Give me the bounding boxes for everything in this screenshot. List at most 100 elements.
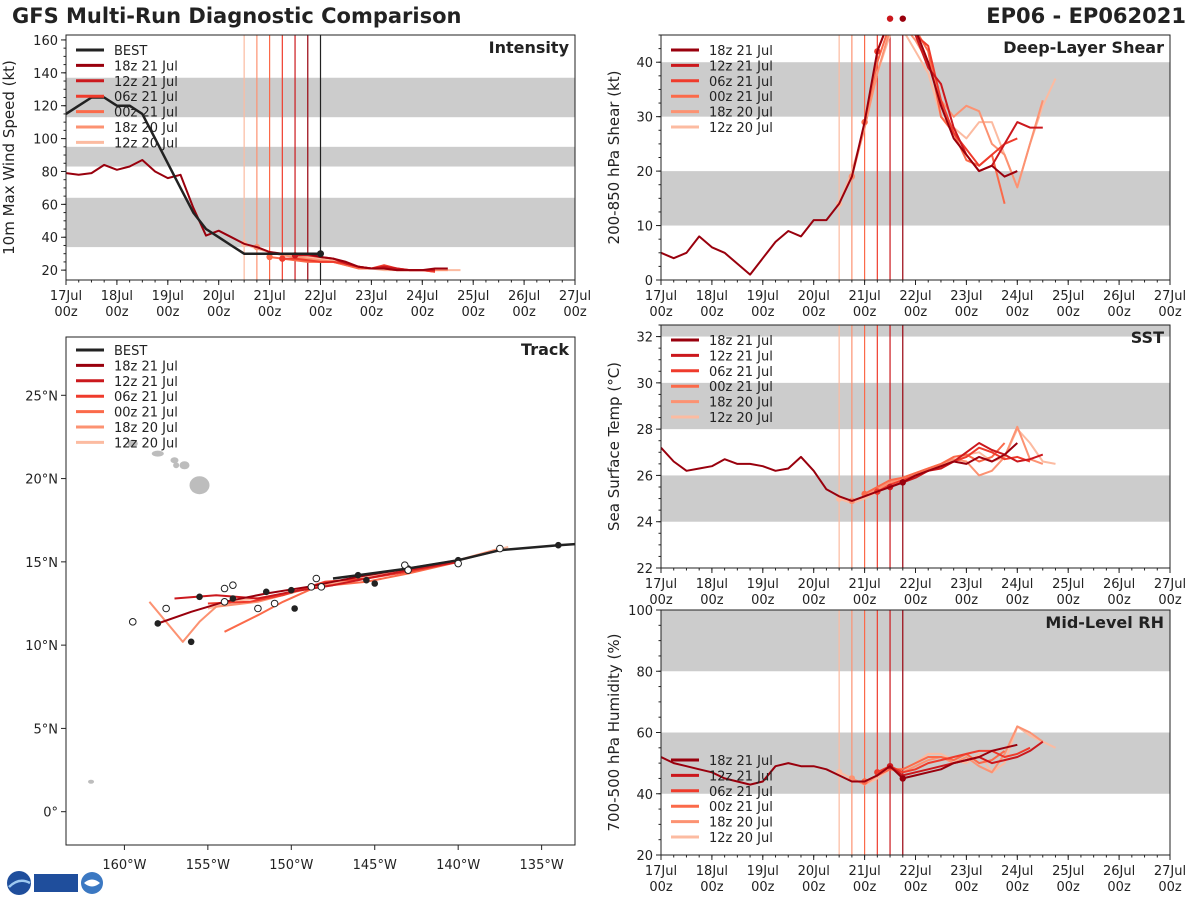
shear-band xyxy=(661,62,1170,117)
track-xtick-label: 160°W xyxy=(102,858,146,873)
track-island xyxy=(179,461,190,470)
sst-xtick-sublabel: 00z xyxy=(1006,593,1030,608)
rh-panel: 2040608010017Jul00z18Jul00z19Jul00z20Jul… xyxy=(605,604,1186,895)
sst-xtick-sublabel: 00z xyxy=(1107,593,1131,608)
track-marker-open xyxy=(128,618,137,626)
track-ytick-label: 5°N xyxy=(34,722,59,737)
track-island xyxy=(189,476,210,495)
shear-ylabel: 200-850 hPa Shear (kt) xyxy=(605,71,623,245)
rh-xtick-label: 27Jul xyxy=(1154,864,1186,879)
rh-xtick-label: 21Jul xyxy=(848,864,880,879)
sst-panel: 22242628303217Jul00z18Jul00z19Jul00z20Ju… xyxy=(605,324,1186,608)
sst-band xyxy=(661,382,1170,430)
shear-xtick-sublabel: 00z xyxy=(1158,305,1182,320)
intensity-legend-label: BEST xyxy=(114,44,147,59)
intensity-xtick-label: 18Jul xyxy=(101,289,133,304)
rh-xtick-label: 19Jul xyxy=(747,864,779,879)
sst-series-line xyxy=(864,442,1006,495)
track-ytick-label: 0° xyxy=(43,806,58,821)
intensity-ytick-label: 140 xyxy=(33,67,58,82)
sst-xtick-label: 24Jul xyxy=(1001,577,1033,592)
sst-xtick-label: 20Jul xyxy=(798,577,830,592)
shear-xtick-label: 25Jul xyxy=(1052,289,1084,304)
intensity-ytick-label: 80 xyxy=(41,165,58,180)
track-ytick-label: 25°N xyxy=(25,389,58,404)
track-marker-filled xyxy=(229,595,237,602)
rh-xtick-sublabel: 00z xyxy=(1006,880,1030,895)
rh-xtick-sublabel: 00z xyxy=(904,880,928,895)
intensity-legend-label: 12z 20 Jul xyxy=(114,136,178,151)
track-xtick-label: 150°W xyxy=(269,858,313,873)
intensity-xtick-sublabel: 00z xyxy=(563,305,587,320)
rh-xtick-sublabel: 00z xyxy=(751,880,775,895)
rh-xtick-sublabel: 00z xyxy=(649,880,673,895)
shear-series-line xyxy=(661,35,1018,276)
track-legend-label: 06z 21 Jul xyxy=(114,390,178,405)
sst-legend-label: 18z 21 Jul xyxy=(709,334,773,349)
track-marker-filled xyxy=(187,638,195,646)
rh-xtick-label: 20Jul xyxy=(798,864,830,879)
shear-ytick-label: 0 xyxy=(645,274,653,289)
track-legend-label: 12z 20 Jul xyxy=(114,436,178,451)
track-ytick-label: 10°N xyxy=(25,639,58,654)
shear-xtick-label: 18Jul xyxy=(696,289,728,304)
sst-series-line xyxy=(851,425,1044,502)
track-marker-open xyxy=(270,599,279,608)
track-marker-open xyxy=(317,583,326,591)
shear-xtick-label: 24Jul xyxy=(1001,289,1033,304)
intensity-xtick-sublabel: 00z xyxy=(512,305,536,320)
intensity-xtick-sublabel: 00z xyxy=(258,305,282,320)
intensity-legend-label: 18z 20 Jul xyxy=(114,121,178,136)
rh-xtick-sublabel: 00z xyxy=(1158,880,1182,895)
rh-xtick-label: 17Jul xyxy=(645,864,677,879)
intensity-ytick-label: 60 xyxy=(41,198,58,213)
track-ytick-label: 20°N xyxy=(25,473,58,488)
sst-xtick-sublabel: 00z xyxy=(955,593,979,608)
shear-xtick-label: 17Jul xyxy=(645,289,677,304)
track-panel-title: Track xyxy=(521,340,569,359)
track-island xyxy=(173,462,180,469)
rh-xtick-label: 18Jul xyxy=(696,864,728,879)
shear-xtick-sublabel: 00z xyxy=(1006,305,1030,320)
track-marker-filled xyxy=(196,593,203,601)
shear-legend-label: 18z 21 Jul xyxy=(709,44,773,59)
rh-legend-label: 12z 20 Jul xyxy=(709,831,773,846)
shear-xtick-label: 22Jul xyxy=(899,289,931,304)
track-marker-filled xyxy=(262,588,270,596)
rh-ytick-label: 40 xyxy=(636,788,653,803)
intensity-xtick-sublabel: 00z xyxy=(462,305,486,320)
sst-ytick-label: 26 xyxy=(636,469,653,484)
intensity-xtick-sublabel: 00z xyxy=(156,305,180,320)
shear-xtick-sublabel: 00z xyxy=(904,305,928,320)
track-marker-open xyxy=(496,544,504,553)
track-marker-filled xyxy=(363,576,370,584)
intensity-xtick-sublabel: 00z xyxy=(207,305,231,320)
logo-swoosh xyxy=(8,879,31,888)
shear-series-line xyxy=(876,35,1018,167)
shear-legend-label: 12z 20 Jul xyxy=(709,121,773,136)
rh-xtick-label: 26Jul xyxy=(1103,864,1135,879)
track-xtick-label: 135°W xyxy=(520,858,564,873)
shear-legend-label: 12z 21 Jul xyxy=(709,59,773,74)
shear-xtick-sublabel: 00z xyxy=(802,305,826,320)
rh-xtick-label: 22Jul xyxy=(899,864,931,879)
shear-xtick-sublabel: 00z xyxy=(955,305,979,320)
rh-legend-label: 00z 21 Jul xyxy=(709,800,773,815)
intensity-legend-label: 12z 21 Jul xyxy=(114,75,178,90)
shear-panel: 01020304017Jul00z18Jul00z19Jul00z20Jul00… xyxy=(605,15,1186,320)
track-marker-open xyxy=(220,584,229,593)
intensity-ytick-label: 160 xyxy=(33,34,58,49)
shear-legend-label: 00z 21 Jul xyxy=(709,90,773,105)
intensity-legend-label: 18z 21 Jul xyxy=(114,59,178,74)
track-marker-filled xyxy=(354,571,362,579)
intensity-series-line xyxy=(66,96,321,255)
shear-xtick-label: 26Jul xyxy=(1103,289,1135,304)
rh-legend-label: 18z 21 Jul xyxy=(709,754,773,769)
intensity-init-marker xyxy=(279,255,286,262)
shear-ytick-label: 20 xyxy=(636,165,653,180)
sst-xtick-sublabel: 00z xyxy=(751,593,775,608)
intensity-legend-label: 00z 21 Jul xyxy=(114,106,178,121)
rh-panel-title: Mid-Level RH xyxy=(1045,613,1164,632)
rh-ytick-label: 20 xyxy=(636,849,653,864)
track-xtick-label: 155°W xyxy=(186,858,230,873)
